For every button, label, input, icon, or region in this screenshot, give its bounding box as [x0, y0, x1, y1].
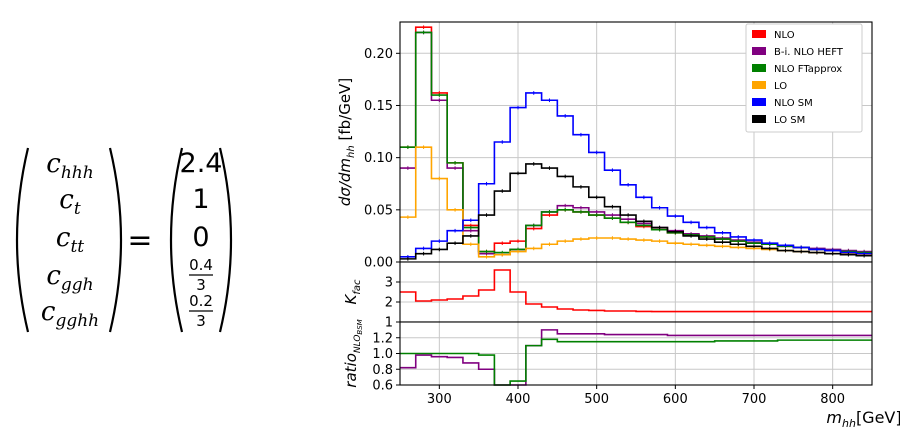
- legend-label: LO SM: [774, 115, 805, 126]
- lhs-right-paren: [108, 147, 123, 333]
- lhs-sub: tt: [70, 237, 84, 257]
- rhs-fraction: 0.2 3: [189, 292, 213, 330]
- lhs-base: c: [41, 297, 56, 327]
- y-tick-label: 0.00: [364, 256, 393, 271]
- legend-swatch: [752, 64, 766, 72]
- rhs-value: 2.4: [180, 148, 223, 179]
- series-line: [400, 269, 872, 313]
- equals-sign: =: [127, 223, 152, 258]
- lhs-entry: cgghh: [41, 297, 99, 331]
- axes-frame: [399, 321, 873, 386]
- legend-label: LO: [774, 81, 787, 92]
- lhs-entry: chhh: [46, 149, 93, 183]
- legend-swatch: [752, 115, 766, 123]
- fraction-numerator: 0.2: [189, 292, 213, 310]
- ratio-panel: 0.60.81.01.2 ratioNLOBSM 300 400 500 600 700 80…: [342, 319, 900, 430]
- svg-text:chhh: chhh: [46, 149, 93, 183]
- lhs-left-paren: [15, 147, 30, 333]
- fraction-denominator: 3: [196, 276, 206, 294]
- lhs-entry: ctt: [56, 223, 84, 257]
- lhs-entry: cggh: [46, 261, 93, 295]
- main-panel: 0.00 0.05 0.10 0.15 0.20 dσ/dmhh [fb/GeV] NLO B…: [336, 21, 873, 271]
- y-tick-label: 0.05: [364, 203, 393, 218]
- fraction-numerator: 0.4: [189, 256, 213, 274]
- svg-text:cgghh: cgghh: [41, 297, 99, 331]
- lhs-base: c: [56, 223, 71, 253]
- lhs-base: c: [46, 149, 61, 179]
- legend-swatch: [752, 47, 766, 55]
- series-line: [400, 329, 872, 386]
- y-tick-label: 0.8: [372, 363, 393, 378]
- legend-label: NLO SM: [774, 98, 813, 109]
- legend-label: B-i. NLO HEFT: [774, 47, 844, 58]
- y-tick-label: 0.10: [364, 151, 393, 166]
- legend-label: NLO FTapprox: [774, 64, 842, 75]
- y-tick-label: 1.2: [372, 331, 393, 346]
- y-axis-label: ratioNLOBSM: [342, 319, 364, 387]
- legend-frame: [745, 23, 863, 133]
- lhs-sub: t: [74, 199, 81, 219]
- legend-label: NLO: [774, 30, 795, 41]
- y-tick-label: 0.15: [364, 99, 393, 114]
- plot-area: [400, 262, 872, 322]
- series-line: [400, 92, 872, 258]
- fraction-denominator: 3: [196, 312, 206, 330]
- lhs-base: c: [46, 261, 61, 291]
- y-axis-label: dσ/dmhh [fb/GeV]: [336, 78, 357, 206]
- rhs-fraction: 0.4 3: [189, 256, 213, 294]
- svg-text:ctt: ctt: [56, 223, 84, 257]
- y-tick-label: 0.6: [372, 379, 393, 394]
- series-line: [400, 338, 872, 386]
- coupling-equation: chhh ct ctt cggh cgghh = 2.4 1 0 0.4 3 0…: [15, 147, 233, 333]
- rhs-right-paren: [218, 147, 233, 333]
- x-tick-label: 700: [742, 392, 767, 407]
- y-tick-label: 1.0: [372, 347, 393, 362]
- rhs-value: 1: [192, 184, 209, 215]
- legend-swatch: [752, 81, 766, 89]
- series-line: [400, 163, 872, 260]
- lhs-sub: hhh: [61, 163, 94, 183]
- x-tick-label: 500: [584, 392, 609, 407]
- rhs-value: 0: [192, 222, 209, 253]
- x-tick-label: 600: [663, 392, 688, 407]
- lhs-sub: gghh: [55, 311, 99, 331]
- svg-text:cggh: cggh: [46, 261, 93, 295]
- legend-swatch: [752, 98, 766, 106]
- y-axis-label: Kfac: [342, 279, 363, 304]
- x-tick-label: 300: [427, 392, 452, 407]
- y-tick-label: 3: [385, 276, 393, 291]
- rhs-left-paren: [169, 147, 184, 333]
- y-tick-label: 1: [385, 316, 393, 331]
- kfac-panel: 1 2 3 Kfac: [342, 261, 873, 331]
- y-tick-label: 2: [385, 296, 393, 311]
- lhs-base: c: [59, 185, 74, 215]
- lhs-entry: ct: [59, 185, 81, 219]
- x-tick-label: 800: [820, 392, 845, 407]
- svg-text:ct: ct: [59, 185, 81, 219]
- x-tick-label: 400: [506, 392, 531, 407]
- x-axis-label: mhh[GeV]: [826, 408, 900, 430]
- lhs-sub: ggh: [61, 275, 94, 295]
- y-tick-label: 0.20: [364, 47, 393, 62]
- legend-swatch: [752, 30, 766, 38]
- histogram-figure: 0.00 0.05 0.10 0.15 0.20 dσ/dmhh [fb/GeV] NLO B…: [336, 21, 900, 430]
- legend: NLO B-i. NLO HEFT NLO FTapprox LO NLO SM LO S…: [745, 23, 863, 133]
